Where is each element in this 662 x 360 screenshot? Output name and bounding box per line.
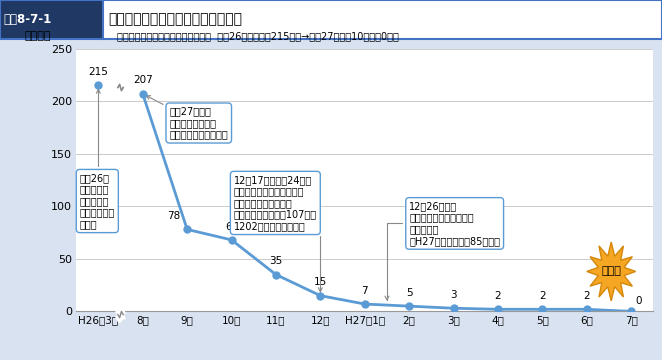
Text: 12月26日～：
改正法に基づく命令対象
物品の告示
（H27年３月末：計85物品）: 12月26日～： 改正法に基づく命令対象 物品の告示 （H27年３月末：計85物… [385, 201, 500, 300]
Text: 2: 2 [583, 291, 590, 301]
Text: 図表8-7-1: 図表8-7-1 [3, 13, 52, 26]
Polygon shape [587, 242, 636, 301]
Text: （店舗）: （店舗） [24, 31, 51, 41]
Text: ８月27日～：
初めて検査命令・
販売等停止命令を実施: ８月27日～： 初めて検査命令・ 販売等停止命令を実施 [146, 96, 228, 140]
Text: 0: 0 [635, 296, 641, 306]
Text: 平成26年
４月１日：
指定薬物の
所持・使用等
に罰則: 平成26年 ４月１日： 指定薬物の 所持・使用等 に罰則 [79, 89, 115, 229]
Text: 危険ドラッグ販売店舗等の取締状況: 危険ドラッグ販売店舗等の取締状況 [108, 13, 242, 26]
Text: 12月17日～２月24日：
改正法に基づく検査命令・
販売等停止命令を実施
（８月からの累計で107店舗
1202製品に検査命令）: 12月17日～２月24日： 改正法に基づく検査命令・ 販売等停止命令を実施 （８… [234, 175, 322, 292]
FancyBboxPatch shape [103, 0, 662, 39]
Text: 207: 207 [133, 76, 153, 85]
Text: 3: 3 [450, 290, 457, 300]
Text: 35: 35 [269, 256, 283, 266]
Text: 7: 7 [361, 286, 368, 296]
Text: 215: 215 [89, 67, 109, 77]
Text: 【危険ドラッグ販売店舗数の推移】  平成26年３月時点215店舗→平成27年７月10日時点0店舗: 【危険ドラッグ販売店舗数の推移】 平成26年３月時点215店舗→平成27年７月1… [117, 31, 399, 41]
FancyBboxPatch shape [0, 0, 103, 39]
Text: 78: 78 [167, 211, 180, 221]
Text: 15: 15 [314, 277, 327, 287]
Text: 5: 5 [406, 288, 412, 298]
Text: 壊滅！: 壊滅！ [601, 266, 621, 276]
Text: 2: 2 [495, 291, 501, 301]
Text: 68: 68 [225, 222, 238, 231]
Text: 2: 2 [539, 291, 545, 301]
